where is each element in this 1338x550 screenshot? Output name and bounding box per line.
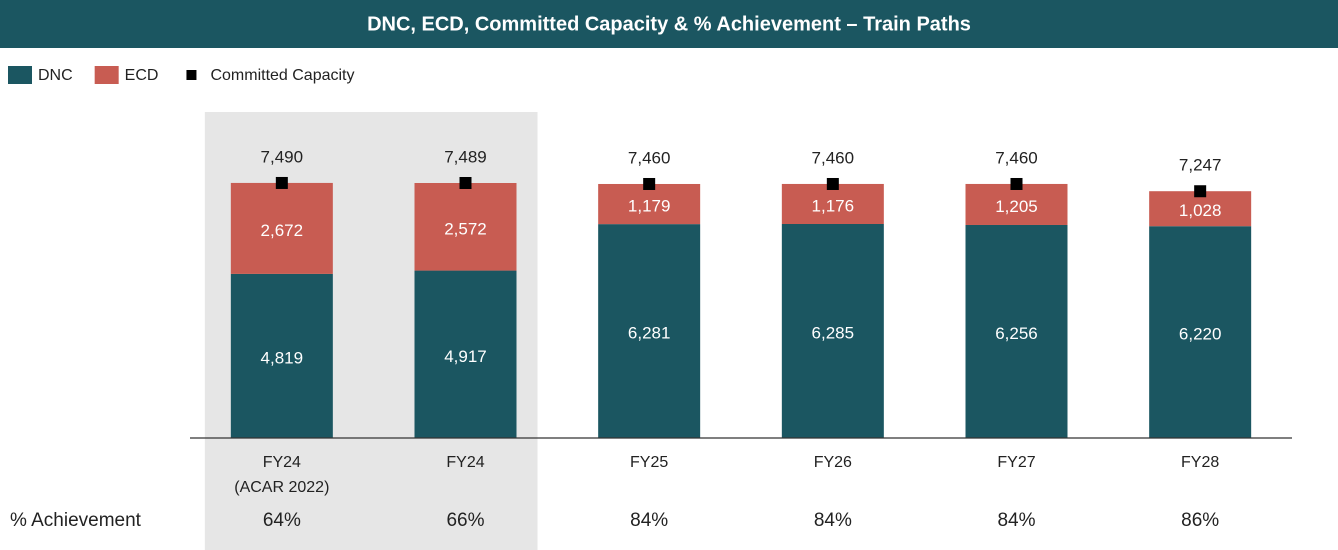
bar-segment xyxy=(781,223,884,438)
x-tick-label: FY26 xyxy=(813,454,852,471)
achievement-value: 66% xyxy=(446,510,484,531)
capacity-label: 7,490 xyxy=(261,147,304,166)
achievement-value: 84% xyxy=(630,510,668,531)
bar-segment xyxy=(414,182,517,271)
legend-swatch xyxy=(94,66,119,84)
capacity-marker xyxy=(1010,177,1023,190)
bar-label: 4,917 xyxy=(444,347,487,366)
achievement-value: 86% xyxy=(1181,510,1219,531)
bar-label: 2,572 xyxy=(444,219,487,238)
capacity-marker xyxy=(1194,185,1207,198)
bar-segment xyxy=(230,182,333,274)
bar-segment xyxy=(781,183,884,224)
capacity-label: 7,489 xyxy=(444,147,487,166)
title-bar xyxy=(0,0,1338,48)
x-tick-label: FY24 xyxy=(446,454,485,471)
legend-marker xyxy=(186,70,197,80)
bar-segment xyxy=(965,183,1068,225)
bar-segment xyxy=(1149,226,1252,438)
achievement-value: 84% xyxy=(997,510,1035,531)
achievement-value: 64% xyxy=(263,510,301,531)
bar-label: 2,672 xyxy=(261,221,304,240)
legend-label: DNC xyxy=(38,67,73,84)
capacity-label: 7,460 xyxy=(995,148,1038,167)
bar-segment xyxy=(598,224,701,438)
bar-segment xyxy=(598,183,701,225)
capacity-label: 7,460 xyxy=(812,148,855,167)
x-tick-label: FY24 (ACAR 2022) xyxy=(234,454,330,496)
bar-label: 6,256 xyxy=(995,324,1038,343)
bar-label: 1,205 xyxy=(995,197,1038,216)
bar-label: 1,028 xyxy=(1179,201,1222,220)
capacity-marker xyxy=(275,176,288,189)
bar-label: 1,179 xyxy=(628,197,671,216)
capacity-marker xyxy=(459,176,472,189)
capacity-marker xyxy=(643,177,656,190)
achievement-value: 84% xyxy=(814,510,852,531)
legend-label: ECD xyxy=(125,67,159,84)
bar-label: 1,176 xyxy=(812,196,855,215)
bar-segment xyxy=(965,224,1068,438)
capacity-marker xyxy=(826,177,839,190)
legend-swatch xyxy=(8,66,32,84)
x-tick-label: FY25 xyxy=(630,454,669,471)
x-tick-label: FY27 xyxy=(997,454,1036,471)
bar-segment xyxy=(414,270,517,438)
bar-label: 6,285 xyxy=(812,323,855,342)
achievement-label: % Achievement xyxy=(10,510,142,531)
bar-label: 6,220 xyxy=(1179,325,1222,344)
bar-label: 4,819 xyxy=(261,348,304,367)
x-tick-label: FY28 xyxy=(1181,454,1220,471)
capacity-label: 7,247 xyxy=(1179,156,1222,175)
legend-label: Committed Capacity xyxy=(210,67,354,84)
chart-title: DNC, ECD, Committed Capacity & % Achieve… xyxy=(367,13,971,35)
bar-segment xyxy=(230,273,333,438)
capacity-label: 7,460 xyxy=(628,148,671,167)
bar-label: 6,281 xyxy=(628,324,671,343)
